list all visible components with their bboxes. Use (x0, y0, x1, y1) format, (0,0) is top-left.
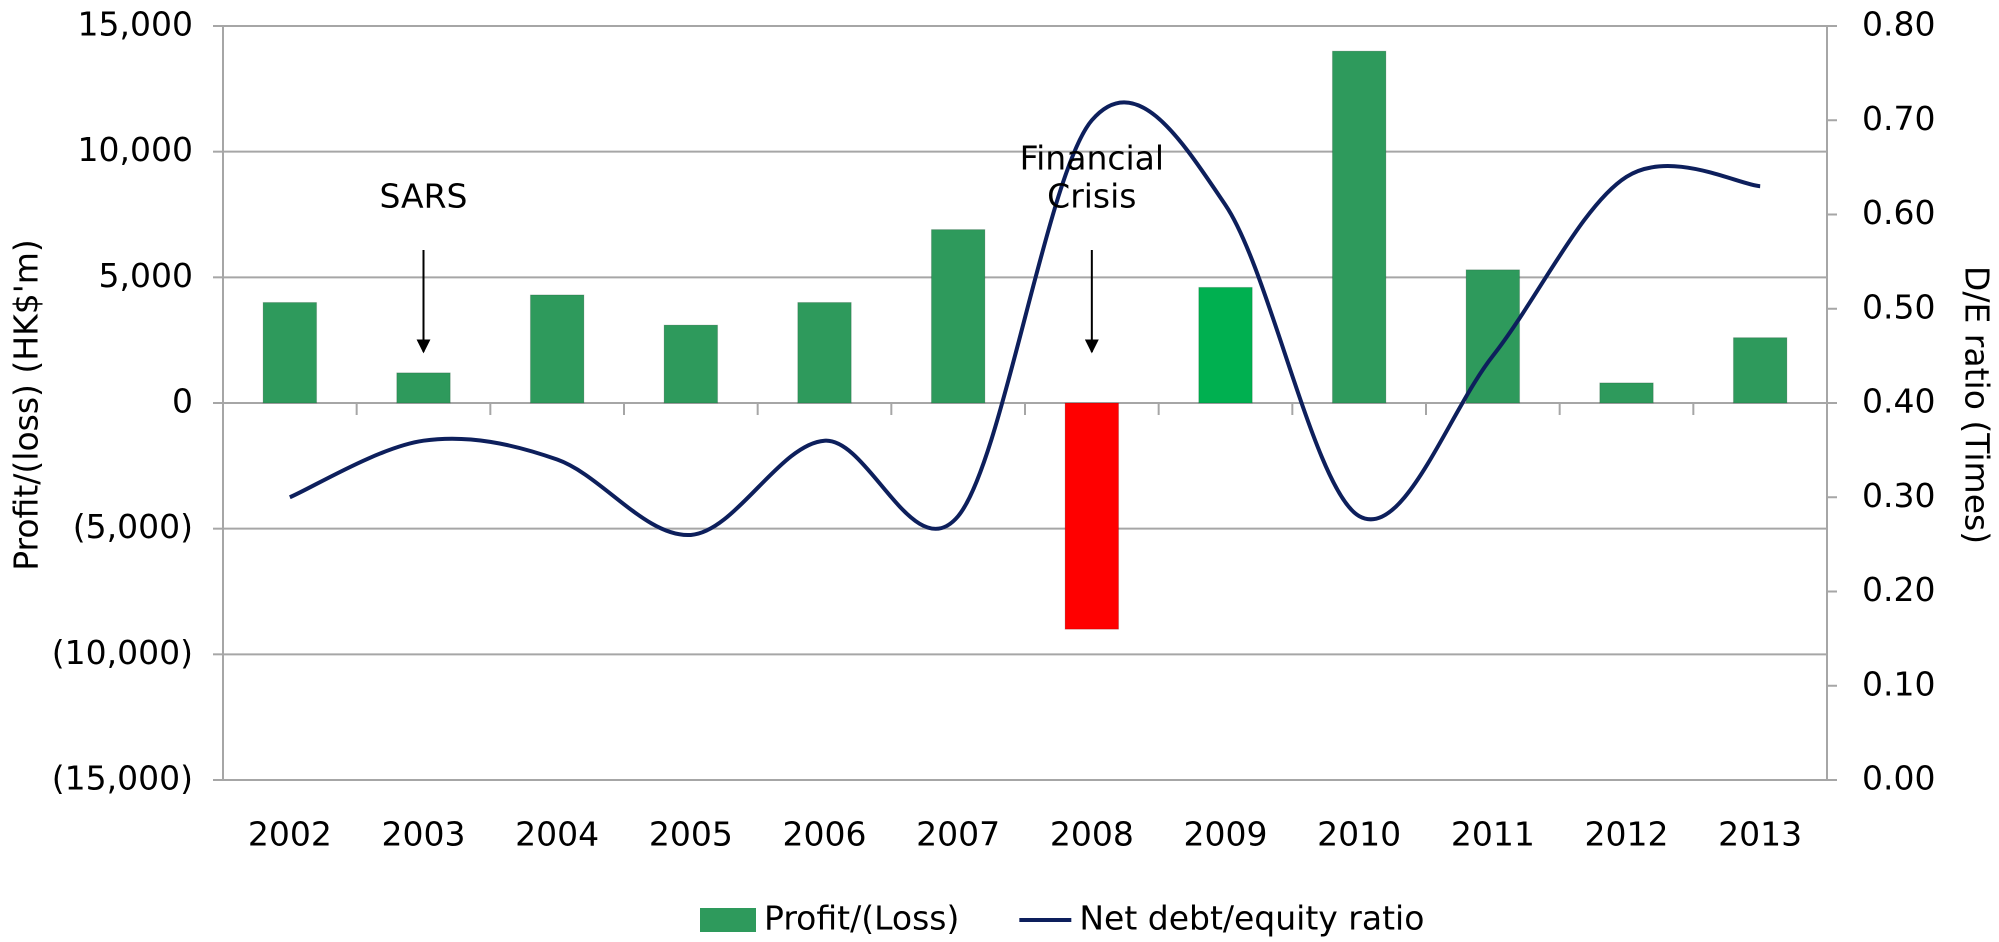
y2-axis-label: D/E ratio (Times) (1958, 266, 1997, 544)
y-tick-label: (10,000) (52, 633, 193, 672)
y2-tick-label: 0.80 (1862, 5, 1935, 44)
bar (1198, 286, 1253, 404)
x-tick-label: 2012 (1585, 815, 1669, 854)
bar (262, 301, 318, 404)
bar (930, 229, 986, 404)
bar (529, 294, 585, 404)
y-tick-label: 15,000 (78, 5, 193, 44)
x-tick-label: 2005 (649, 815, 733, 854)
x-tick-label: 2002 (248, 815, 332, 854)
y2-tick-label: 0.30 (1862, 476, 1935, 515)
annotation: Crisis (1047, 177, 1136, 216)
line (289, 100, 1761, 537)
bar (663, 324, 719, 404)
y-tick-label: 0 (172, 382, 193, 421)
legend-label: Profit/(Loss) (764, 899, 959, 938)
x-tick-label: 2008 (1050, 815, 1134, 854)
x-tick-label: 2007 (916, 815, 1000, 854)
y2-tick-label: 0.50 (1862, 287, 1935, 326)
bar (396, 372, 451, 404)
bar (797, 301, 852, 404)
x-tick-label: 2009 (1184, 815, 1268, 854)
bar (1599, 382, 1654, 404)
y-tick-label: (5,000) (73, 507, 193, 546)
annotation: SARS (379, 177, 467, 216)
x-tick-label: 2003 (382, 815, 466, 854)
y2-tick-label: 0.00 (1862, 759, 1935, 798)
bar (1331, 50, 1387, 404)
bar (1732, 337, 1788, 404)
y-tick-label: (15,000) (52, 759, 193, 798)
y-tick-label: 5,000 (99, 256, 193, 295)
annotation: Financial (1020, 139, 1165, 178)
y2-tick-label: 0.10 (1862, 664, 1935, 703)
y-tick-label: 10,000 (78, 130, 193, 169)
y2-tick-label: 0.20 (1862, 570, 1935, 609)
x-tick-label: 2010 (1317, 815, 1401, 854)
x-tick-label: 2013 (1718, 815, 1802, 854)
y2-tick-label: 0.70 (1862, 99, 1935, 138)
x-tick-label: 2006 (783, 815, 867, 854)
legend-swatch (700, 908, 756, 932)
bar (1064, 402, 1120, 630)
y2-tick-label: 0.40 (1862, 382, 1935, 421)
x-tick-label: 2004 (515, 815, 599, 854)
legend-label: Net debt/equity ratio (1079, 899, 1424, 938)
y-axis-label: Profit/(loss) (HK$'m) (7, 239, 46, 571)
x-tick-label: 2011 (1451, 815, 1535, 854)
y2-tick-label: 0.60 (1862, 193, 1935, 232)
